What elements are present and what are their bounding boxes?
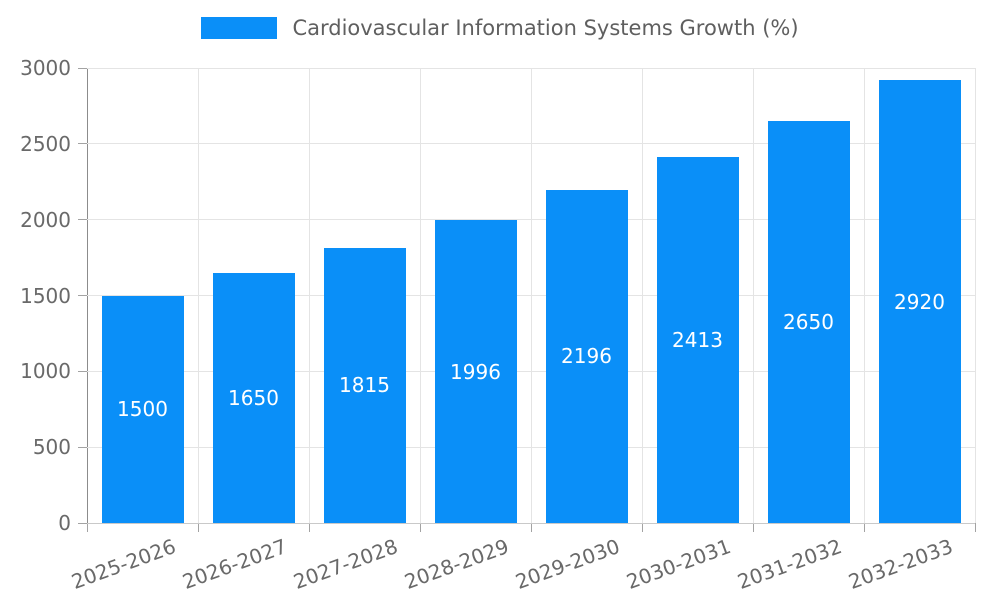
- y-tick-label: 0: [58, 511, 71, 535]
- gridline-horizontal: [87, 143, 975, 145]
- bar: 1996: [434, 220, 517, 523]
- x-tick-label: 2027-2028: [289, 534, 401, 594]
- gridline-vertical: [974, 68, 976, 523]
- x-tick-mark: [197, 523, 199, 532]
- y-tick-mark: [78, 295, 87, 296]
- x-tick-mark: [419, 523, 421, 532]
- x-tick-mark: [530, 523, 532, 532]
- y-tick-mark: [78, 522, 87, 524]
- y-tick-label: 2500: [20, 131, 71, 156]
- bar: 1650: [212, 272, 295, 523]
- bar-value-label: 2196: [561, 344, 612, 369]
- y-tick-label: 1000: [20, 359, 71, 384]
- bar-value-label: 1815: [339, 373, 390, 398]
- gridline-horizontal: [87, 446, 975, 448]
- bar: 2650: [767, 121, 850, 523]
- y-tick-label: 3000: [20, 56, 71, 80]
- x-tick-mark: [752, 523, 754, 532]
- bar: 1815: [323, 247, 406, 523]
- x-tick-label: 2025-2026: [67, 534, 179, 594]
- bar-value-label: 1996: [450, 359, 501, 384]
- gridline-horizontal: [87, 67, 975, 69]
- x-axis-line: [87, 522, 975, 524]
- x-tick-mark: [974, 523, 976, 532]
- legend-label: Cardiovascular Information Systems Growt…: [292, 16, 799, 40]
- gridline-horizontal: [87, 219, 975, 221]
- bar-value-label: 1650: [228, 385, 279, 410]
- bar-value-label: 2650: [783, 310, 834, 335]
- y-tick-label: 500: [32, 435, 71, 460]
- legend-item[interactable]: Cardiovascular Information Systems Growt…: [201, 16, 799, 40]
- y-tick-mark: [78, 219, 87, 221]
- y-tick-mark: [78, 67, 87, 69]
- bar: 2413: [656, 157, 739, 523]
- x-tick-mark: [308, 523, 310, 532]
- x-tick-label: 2029-2030: [511, 534, 623, 594]
- gridline-horizontal: [87, 370, 975, 372]
- x-tick-mark: [863, 523, 865, 532]
- y-tick-mark: [78, 446, 87, 448]
- legend-row: Cardiovascular Information Systems Growt…: [0, 16, 1000, 40]
- x-tick-mark: [86, 523, 88, 532]
- gridline-horizontal: [87, 295, 975, 296]
- bar-value-label: 2413: [672, 328, 723, 352]
- x-tick-label: 2030-2031: [622, 534, 734, 594]
- y-tick-mark: [78, 370, 87, 372]
- x-tick-label: 2032-2033: [844, 534, 956, 594]
- x-tick-mark: [641, 523, 643, 532]
- y-tick-mark: [78, 143, 87, 145]
- x-tick-label: 2026-2027: [178, 534, 290, 594]
- x-tick-label: 2031-2032: [733, 534, 845, 594]
- bar-value-label: 2920: [894, 289, 945, 314]
- legend-swatch: [201, 17, 278, 39]
- bar: 2196: [545, 189, 628, 523]
- bar-value-label: 1500: [117, 397, 168, 422]
- x-tick-label: 2028-2029: [400, 534, 512, 594]
- bar: 1500: [101, 295, 184, 523]
- y-tick-label: 2000: [20, 207, 71, 232]
- bar: 2920: [878, 80, 961, 523]
- y-tick-label: 1500: [20, 283, 71, 308]
